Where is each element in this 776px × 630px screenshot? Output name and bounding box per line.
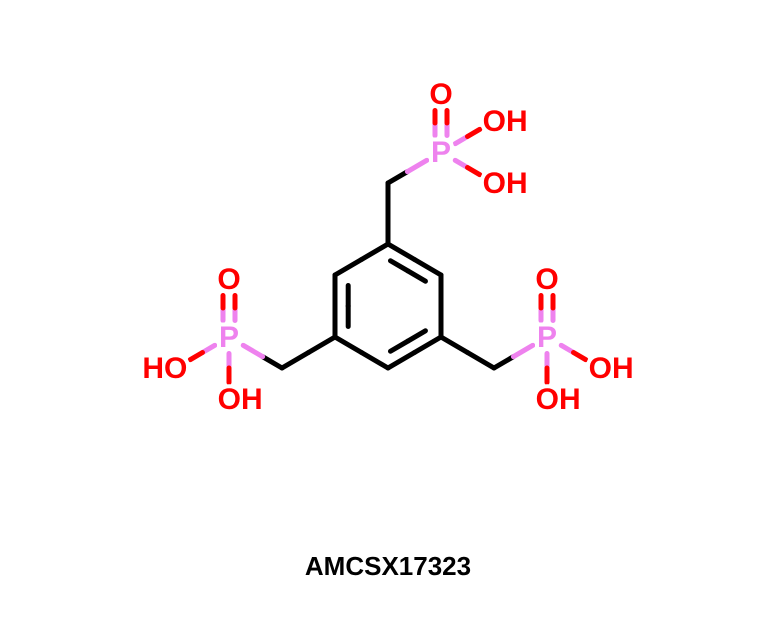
bond-segment xyxy=(407,160,426,171)
bond-segment xyxy=(335,337,362,353)
atom-label-pbr: P xyxy=(537,321,557,354)
bond-segment xyxy=(468,353,495,369)
bond-segment xyxy=(362,244,389,260)
atom-label-o_t_oh1: OH xyxy=(483,167,528,200)
atom-label-o_bl_oh1: HO xyxy=(142,352,187,385)
bond-segment xyxy=(390,341,407,351)
bond-segment xyxy=(408,331,425,341)
bond-segment xyxy=(190,353,202,360)
atom-label-o_t_oh2: OH xyxy=(483,105,528,138)
bond-segment xyxy=(263,357,282,368)
bond-segment xyxy=(468,129,480,136)
atom-label-pbl: P xyxy=(219,321,239,354)
atom-label-o_t_dbl: O xyxy=(429,78,452,111)
bond-segment xyxy=(243,345,262,356)
bond-segment xyxy=(388,172,407,183)
atom-label-o_br_oh2: OH xyxy=(536,383,581,416)
bond-segment xyxy=(388,244,415,260)
bonds-layer xyxy=(190,111,586,383)
molecule-diagram: PPOOOHOHOHOHPPOOOHOHOHOHPPOOHOHOOHOH AMC… xyxy=(0,0,776,630)
bond-segment xyxy=(390,261,407,271)
bond-segment xyxy=(309,337,336,353)
bond-segment xyxy=(574,353,586,360)
molecule-caption: AMCSX17323 xyxy=(305,551,471,581)
bond-segment xyxy=(335,260,362,276)
bond-segment xyxy=(408,271,425,281)
bond-segment xyxy=(415,260,442,276)
bond-segment xyxy=(362,353,389,369)
bond-segment xyxy=(468,168,480,175)
bond-segment xyxy=(513,345,532,356)
bond-segment xyxy=(494,357,513,368)
bond-segment xyxy=(415,337,442,353)
bond-segment xyxy=(441,337,468,353)
atom-label-o_br_dbl: O xyxy=(535,263,558,296)
bond-segment xyxy=(388,353,415,369)
atom-label-o_bl_oh2: OH xyxy=(218,383,263,416)
bond-segment xyxy=(282,353,309,369)
atom-label-o_br_oh1: OH xyxy=(589,352,634,385)
atom-label-pt: P xyxy=(431,136,451,169)
atom-label-o_bl_dbl: O xyxy=(217,263,240,296)
